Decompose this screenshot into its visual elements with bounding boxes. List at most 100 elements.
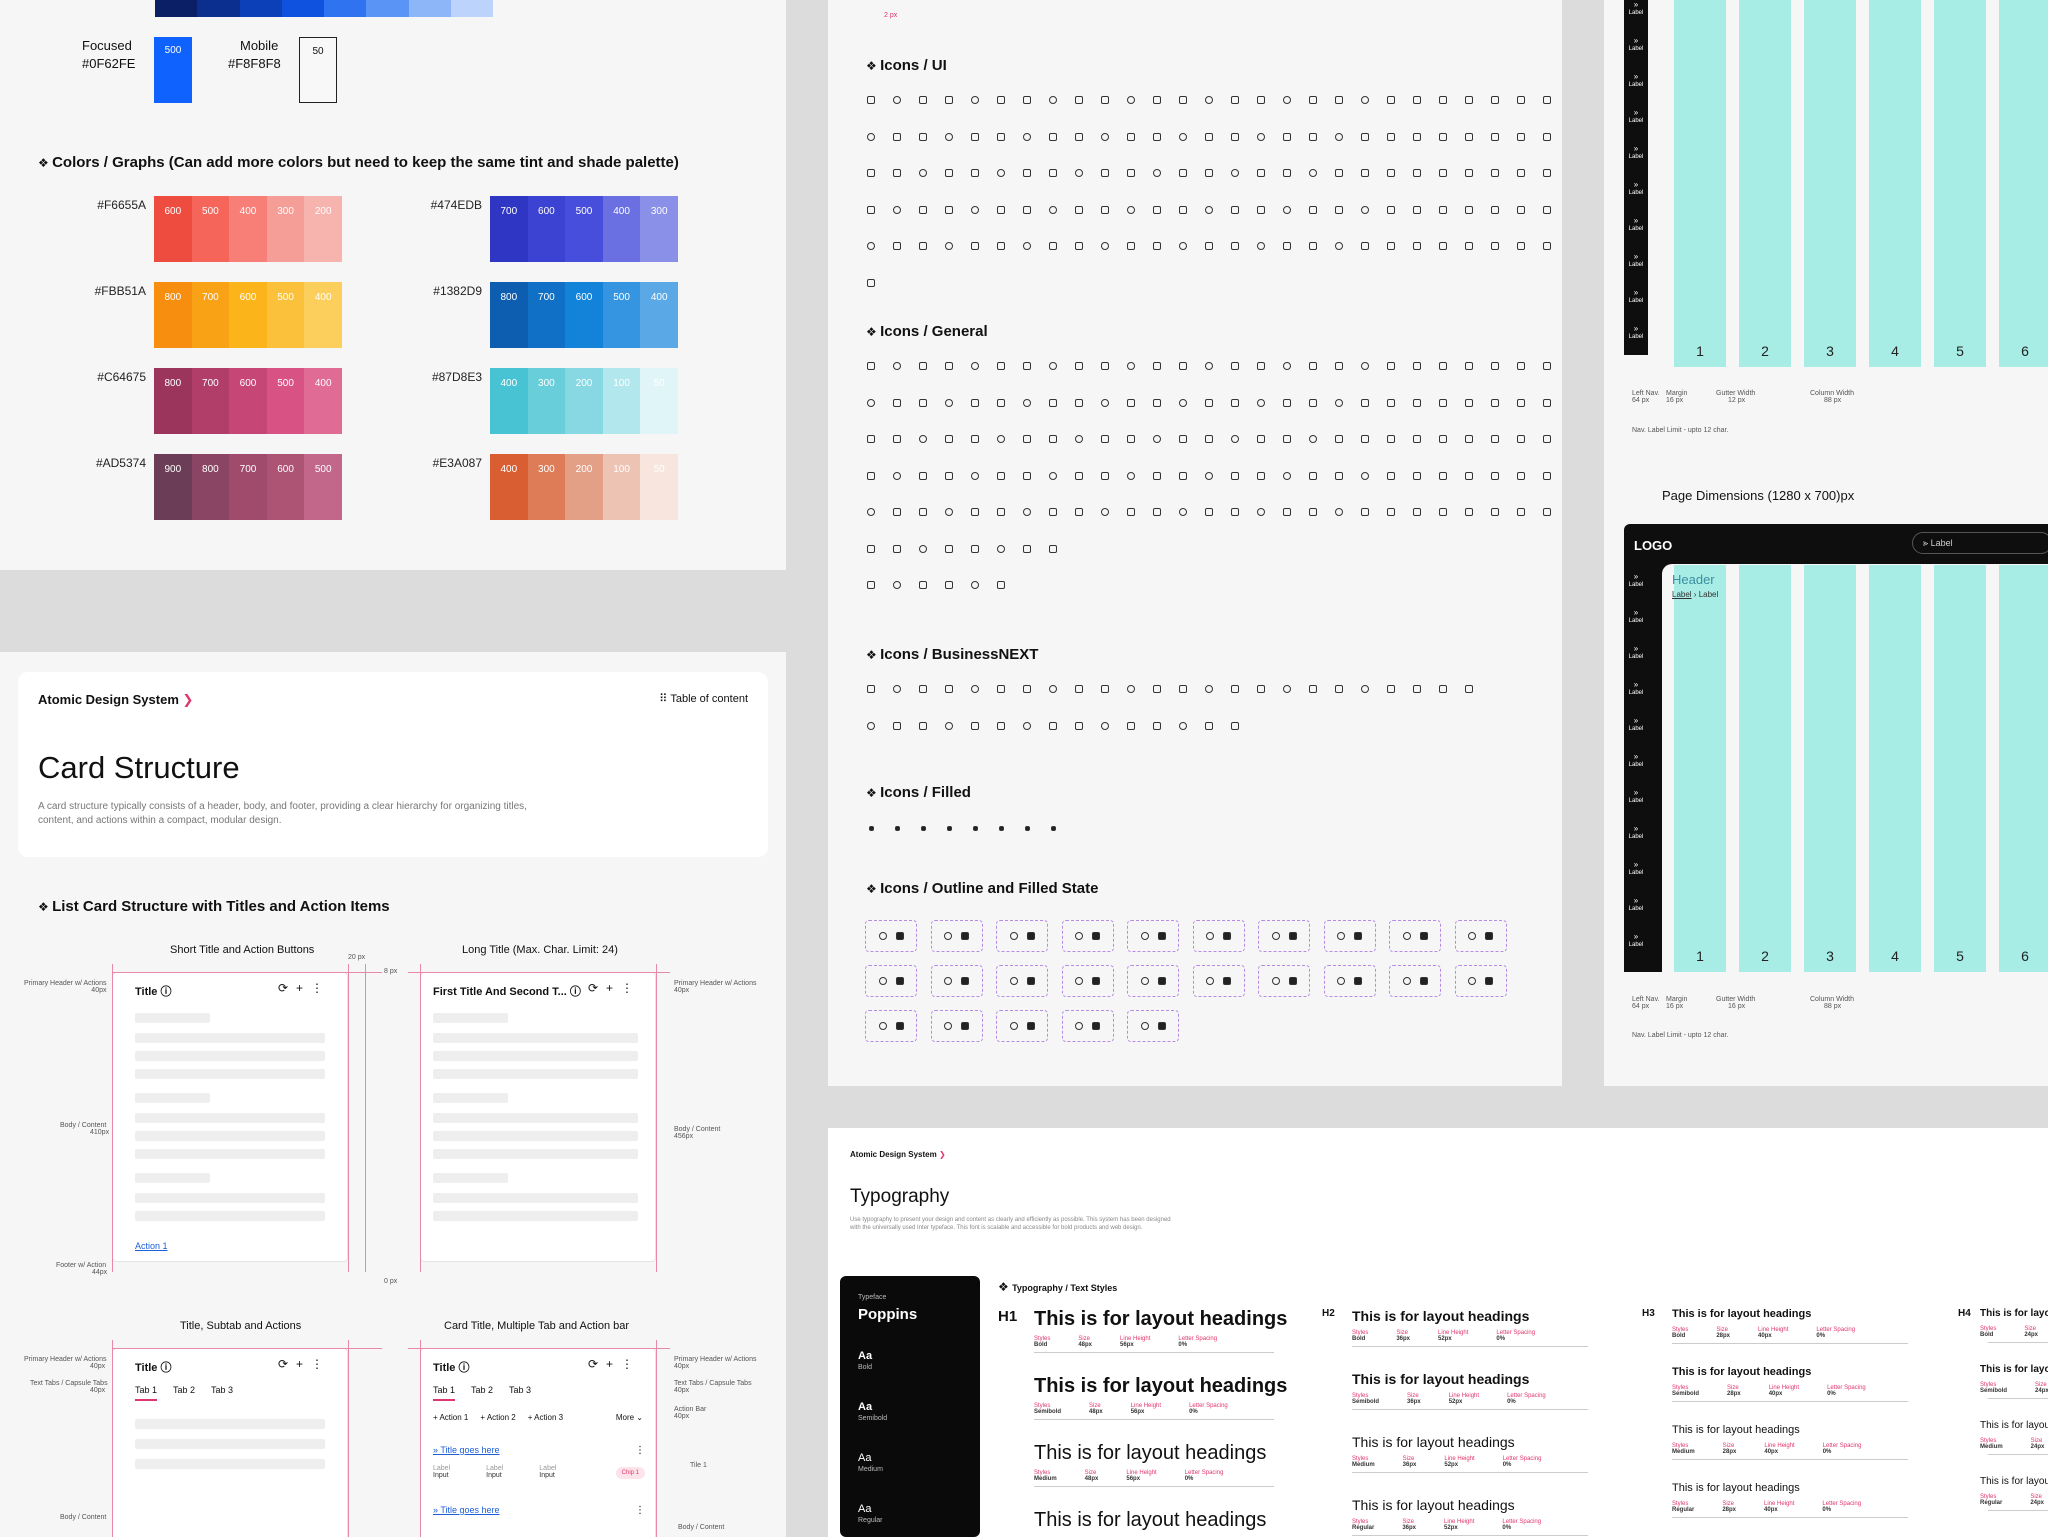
glyph-icon[interactable]	[1248, 92, 1274, 108]
tab-3[interactable]: Tab 3	[211, 1385, 234, 1395]
glyph-icon[interactable]	[1196, 92, 1222, 108]
glyph-icon[interactable]	[858, 275, 884, 291]
glyph-icon[interactable]	[1144, 395, 1170, 411]
glyph-icon[interactable]	[1404, 129, 1430, 145]
glyph-icon[interactable]	[1092, 681, 1118, 697]
outline-filled-pair[interactable]	[1192, 965, 1245, 997]
glyph-icon[interactable]	[1222, 395, 1248, 411]
glyph-icon[interactable]	[1040, 468, 1066, 484]
glyph-icon[interactable]	[1248, 358, 1274, 374]
glyph-icon[interactable]	[1352, 129, 1378, 145]
glyph-icon[interactable]	[1300, 504, 1326, 520]
nav-item[interactable]: » Label	[1624, 788, 1648, 806]
list-item-2[interactable]: » Title goes here ⋮	[433, 1505, 645, 1516]
glyph-icon[interactable]	[858, 577, 884, 593]
glyph-icon[interactable]	[1170, 129, 1196, 145]
glyph-icon[interactable]	[1482, 504, 1508, 520]
glyph-icon[interactable]	[1326, 468, 1352, 484]
outline-filled-pair[interactable]	[1127, 920, 1179, 952]
glyph-icon[interactable]	[1534, 202, 1560, 218]
glyph-icon[interactable]	[1118, 431, 1144, 447]
glyph-icon[interactable]	[884, 129, 910, 145]
glyph-icon[interactable]	[1430, 129, 1456, 145]
glyph-icon[interactable]	[1352, 681, 1378, 697]
nav-item[interactable]: » Label	[1624, 252, 1648, 270]
glyph-icon[interactable]	[1144, 718, 1170, 734]
glyph-icon[interactable]	[1404, 431, 1430, 447]
glyph-icon[interactable]	[1066, 395, 1092, 411]
glyph-icon[interactable]	[1196, 468, 1222, 484]
glyph-icon[interactable]	[1456, 681, 1482, 697]
glyph-icon[interactable]	[988, 718, 1014, 734]
glyph-icon[interactable]	[1352, 468, 1378, 484]
glyph-icon[interactable]	[1066, 468, 1092, 484]
glyph-icon[interactable]	[1534, 431, 1560, 447]
filled-icon[interactable]	[1014, 820, 1040, 836]
glyph-icon[interactable]	[910, 202, 936, 218]
glyph-icon[interactable]	[1118, 165, 1144, 181]
glyph-icon[interactable]	[988, 202, 1014, 218]
glyph-icon[interactable]	[1196, 238, 1222, 254]
glyph-icon[interactable]	[1144, 129, 1170, 145]
glyph-icon[interactable]	[1534, 358, 1560, 374]
glyph-icon[interactable]	[1222, 681, 1248, 697]
glyph-icon[interactable]	[910, 165, 936, 181]
glyph-icon[interactable]	[1352, 92, 1378, 108]
glyph-icon[interactable]	[1352, 395, 1378, 411]
glyph-icon[interactable]	[910, 358, 936, 374]
glyph-icon[interactable]	[1456, 431, 1482, 447]
glyph-icon[interactable]	[988, 358, 1014, 374]
glyph-icon[interactable]	[1040, 718, 1066, 734]
glyph-icon[interactable]	[1430, 92, 1456, 108]
outline-filled-pair[interactable]	[930, 1010, 983, 1042]
glyph-icon[interactable]	[1482, 129, 1508, 145]
outline-filled-pair[interactable]	[996, 965, 1048, 997]
glyph-icon[interactable]	[962, 504, 988, 520]
glyph-icon[interactable]	[1456, 238, 1482, 254]
glyph-icon[interactable]	[1378, 238, 1404, 254]
glyph-icon[interactable]	[884, 238, 910, 254]
glyph-icon[interactable]	[1014, 238, 1040, 254]
glyph-icon[interactable]	[1170, 165, 1196, 181]
glyph-icon[interactable]	[884, 92, 910, 108]
glyph-icon[interactable]	[1092, 238, 1118, 254]
glyph-icon[interactable]	[1352, 431, 1378, 447]
glyph-icon[interactable]	[988, 504, 1014, 520]
glyph-icon[interactable]	[1534, 165, 1560, 181]
glyph-icon[interactable]	[1014, 358, 1040, 374]
glyph-icon[interactable]	[1066, 504, 1092, 520]
outline-filled-pair[interactable]	[1389, 920, 1441, 952]
glyph-icon[interactable]	[1352, 165, 1378, 181]
glyph-icon[interactable]	[1014, 165, 1040, 181]
glyph-icon[interactable]	[1300, 681, 1326, 697]
nav-item[interactable]: » Label	[1624, 180, 1648, 198]
glyph-icon[interactable]	[858, 395, 884, 411]
glyph-icon[interactable]	[1274, 358, 1300, 374]
glyph-icon[interactable]	[1456, 504, 1482, 520]
glyph-icon[interactable]	[1066, 165, 1092, 181]
glyph-icon[interactable]	[1170, 504, 1196, 520]
glyph-icon[interactable]	[1430, 431, 1456, 447]
glyph-icon[interactable]	[1066, 431, 1092, 447]
glyph-icon[interactable]	[1274, 681, 1300, 697]
glyph-icon[interactable]	[1326, 92, 1352, 108]
nav-item[interactable]: » Label	[1624, 72, 1648, 90]
glyph-icon[interactable]	[1378, 165, 1404, 181]
glyph-icon[interactable]	[1170, 395, 1196, 411]
outline-filled-pair[interactable]	[996, 1010, 1048, 1042]
glyph-icon[interactable]	[1066, 238, 1092, 254]
glyph-icon[interactable]	[1274, 92, 1300, 108]
glyph-icon[interactable]	[910, 395, 936, 411]
outline-filled-pair[interactable]	[1061, 1010, 1114, 1042]
glyph-icon[interactable]	[858, 431, 884, 447]
glyph-icon[interactable]	[1378, 395, 1404, 411]
glyph-icon[interactable]	[1404, 238, 1430, 254]
glyph-icon[interactable]	[1508, 165, 1534, 181]
glyph-icon[interactable]	[1066, 92, 1092, 108]
glyph-icon[interactable]	[1014, 468, 1040, 484]
glyph-icon[interactable]	[1274, 504, 1300, 520]
glyph-icon[interactable]	[1144, 202, 1170, 218]
more-dropdown[interactable]: More ⌄	[615, 1413, 643, 1422]
glyph-icon[interactable]	[1170, 681, 1196, 697]
glyph-icon[interactable]	[1508, 395, 1534, 411]
